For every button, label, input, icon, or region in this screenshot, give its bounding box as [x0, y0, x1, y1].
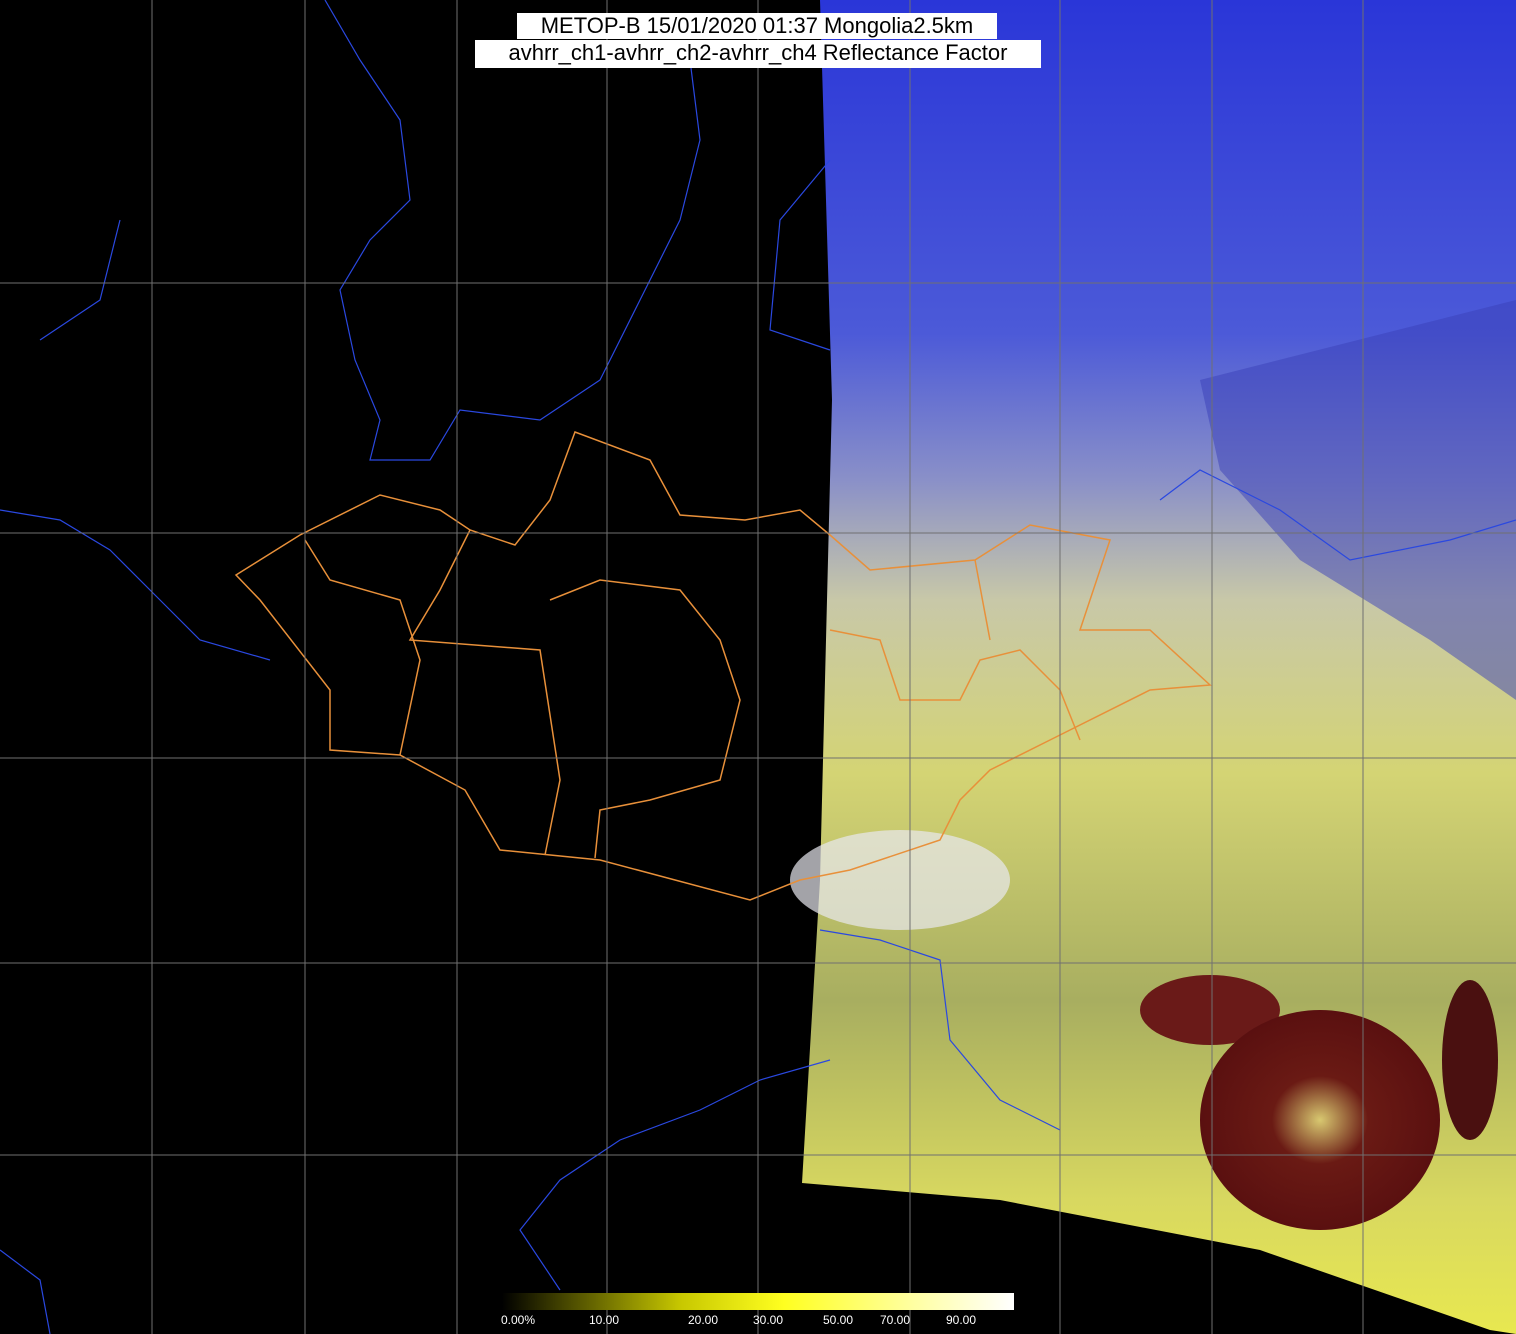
sea	[1140, 975, 1280, 1045]
colorbar-label: 20.00	[688, 1313, 718, 1327]
map-subtitle: avhrr_ch1-avhrr_ch2-avhrr_ch4 Reflectanc…	[509, 40, 1008, 65]
colorbar-label: 10.00	[589, 1313, 619, 1327]
sea	[1442, 980, 1498, 1140]
sea	[1200, 1010, 1440, 1230]
mountains-blue	[1200, 300, 1516, 700]
colorbar-label: 50.00	[823, 1313, 853, 1327]
colorbar-label: 70.00	[880, 1313, 910, 1327]
subtitle-box	[475, 40, 1041, 68]
title-box	[517, 13, 997, 39]
colorbar-label: 90.00	[946, 1313, 976, 1327]
map-title: METOP-B 15/01/2020 01:37 Mongolia2.5km	[541, 13, 974, 38]
colorbar-label: 30.00	[753, 1313, 783, 1327]
colorbar-labels: 0.00% 10.00 20.00 30.00 50.00 70.00 90.00	[501, 1313, 976, 1327]
borders	[234, 431, 1212, 901]
colorbar	[502, 1293, 1014, 1310]
cloud-band	[790, 830, 1010, 930]
image-swath	[802, 0, 1516, 1334]
colorbar-label: 0.00%	[501, 1313, 535, 1327]
